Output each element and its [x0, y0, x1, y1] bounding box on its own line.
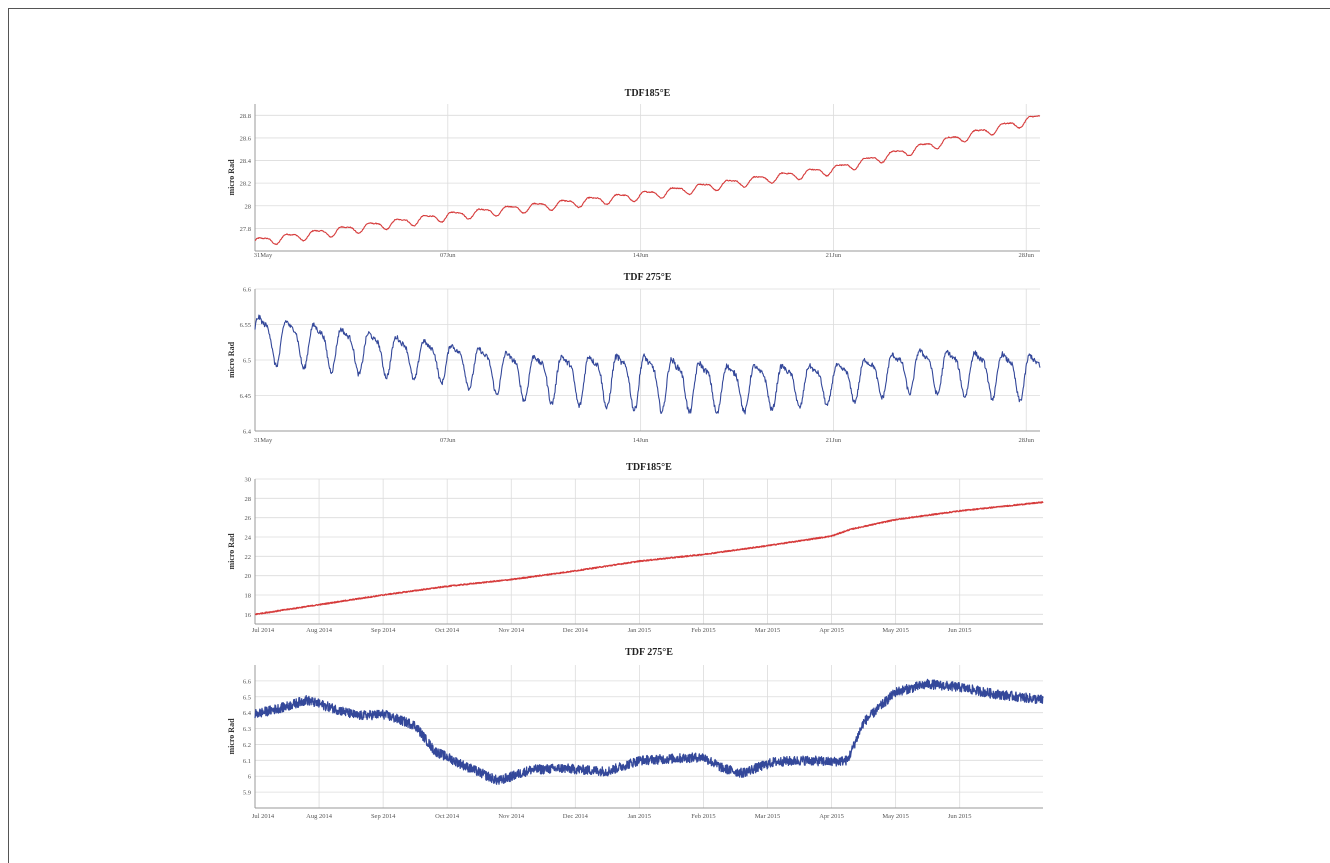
x-tick-label: Feb 2015	[691, 813, 715, 820]
y-tick-label: 6.1	[243, 758, 251, 765]
x-tick-label: Oct 2014	[435, 813, 460, 820]
x-tick-label: Nov 2014	[498, 813, 525, 820]
x-tick-label: Feb 2015	[691, 627, 715, 634]
x-tick-label: Jan 2015	[628, 813, 651, 820]
x-tick-label: Aug 2014	[306, 813, 333, 820]
y-tick-label: 6.45	[240, 393, 251, 400]
x-tick-label: Nov 2014	[498, 627, 525, 634]
x-tick-label: May 2015	[882, 813, 909, 820]
series-line	[254, 501, 1044, 616]
y-tick-label: 6.5	[243, 694, 251, 701]
x-tick-label: Jan 2015	[628, 627, 651, 634]
series-line	[254, 115, 1041, 246]
y-tick-label: 28	[245, 203, 252, 210]
x-tick-label: May 2015	[882, 627, 909, 634]
x-tick-label: Mar 2015	[755, 627, 780, 634]
y-tick-label: 28.8	[240, 113, 251, 120]
x-tick-label: 28Jun	[1018, 437, 1034, 444]
y-tick-label: 6	[248, 774, 252, 781]
x-tick-label: Sep 2014	[371, 813, 396, 820]
chart-3: TDF185°E micro Rad 16 18 20 22 24 26 28 30 Jul 201…	[227, 462, 1044, 634]
x-tick-label: 07Jun	[440, 437, 456, 444]
y-tick-label: 6.6	[243, 678, 252, 685]
x-tick-label: 14Jun	[633, 252, 649, 259]
y-tick-label: 20	[245, 573, 252, 580]
y-tick-label: 28	[245, 496, 252, 503]
series-line	[254, 314, 1041, 415]
x-tick-label: Aug 2014	[306, 627, 333, 634]
x-tick-label: 07Jun	[440, 252, 456, 259]
y-tick-label: 28.6	[240, 135, 252, 142]
x-tick-label: Sep 2014	[371, 627, 396, 634]
y-axis-label: micro Rad	[227, 341, 236, 378]
x-tick-label: 31May	[254, 252, 273, 259]
x-tick-label: Apr 2015	[819, 813, 844, 820]
y-tick-label: 6.5	[243, 358, 251, 365]
x-tick-label: Dec 2014	[563, 627, 589, 634]
chart-title: TDF185°E	[626, 462, 672, 473]
x-tick-label: Jun 2015	[948, 627, 972, 634]
y-tick-label: 22	[245, 554, 252, 561]
chart-1: TDF185°E micro Rad 27.8 28 28.2 28.4 28.6 28.8 3…	[227, 88, 1041, 259]
y-tick-label: 30	[245, 477, 252, 484]
x-tick-label: 21Jun	[826, 437, 842, 444]
y-axis-label: micro Rad	[227, 533, 236, 570]
y-tick-label: 27.8	[240, 226, 251, 233]
series-line	[254, 678, 1044, 785]
page-frame	[8, 8, 1330, 863]
y-tick-label: 5.9	[243, 790, 251, 797]
x-tick-label: Jul 2014	[252, 813, 275, 820]
x-tick-label: Oct 2014	[435, 627, 460, 634]
x-tick-label: Apr 2015	[819, 627, 844, 634]
chart-title: TDF 275°E	[625, 647, 673, 658]
y-tick-label: 6.55	[240, 322, 251, 329]
chart-4: TDF 275°E micro Rad 5.9 6 6.1 6.2 6.3 6.4 6.5 6.6…	[227, 647, 1044, 820]
y-tick-label: 26	[245, 515, 252, 522]
x-tick-label: 14Jun	[633, 437, 649, 444]
x-tick-label: Jul 2014	[252, 627, 275, 634]
y-tick-label: 6.2	[243, 742, 251, 749]
y-tick-label: 28.4	[240, 158, 252, 165]
y-tick-label: 18	[245, 593, 252, 600]
y-axis-label: micro Rad	[227, 718, 236, 755]
y-tick-label: 6.6	[243, 287, 252, 294]
y-tick-label: 6.3	[243, 726, 251, 733]
x-tick-label: Jun 2015	[948, 813, 972, 820]
y-tick-label: 24	[245, 535, 252, 542]
chart-title: TDF 275°E	[624, 272, 672, 283]
x-tick-label: 21Jun	[826, 252, 842, 259]
x-tick-label: Mar 2015	[755, 813, 780, 820]
x-tick-label: Dec 2014	[563, 813, 589, 820]
y-tick-label: 16	[245, 612, 252, 619]
x-tick-label: 31May	[254, 437, 273, 444]
x-tick-label: 28Jun	[1018, 252, 1034, 259]
y-tick-label: 28.2	[240, 181, 251, 188]
y-tick-label: 6.4	[243, 429, 252, 436]
chart-2: TDF 275°E micro Rad 6.4 6.45 6.5 6.55 6.6 31May…	[227, 272, 1041, 444]
chart-title: TDF185°E	[625, 88, 671, 99]
y-axis-label: micro Rad	[227, 159, 236, 196]
y-tick-label: 6.4	[243, 710, 252, 717]
